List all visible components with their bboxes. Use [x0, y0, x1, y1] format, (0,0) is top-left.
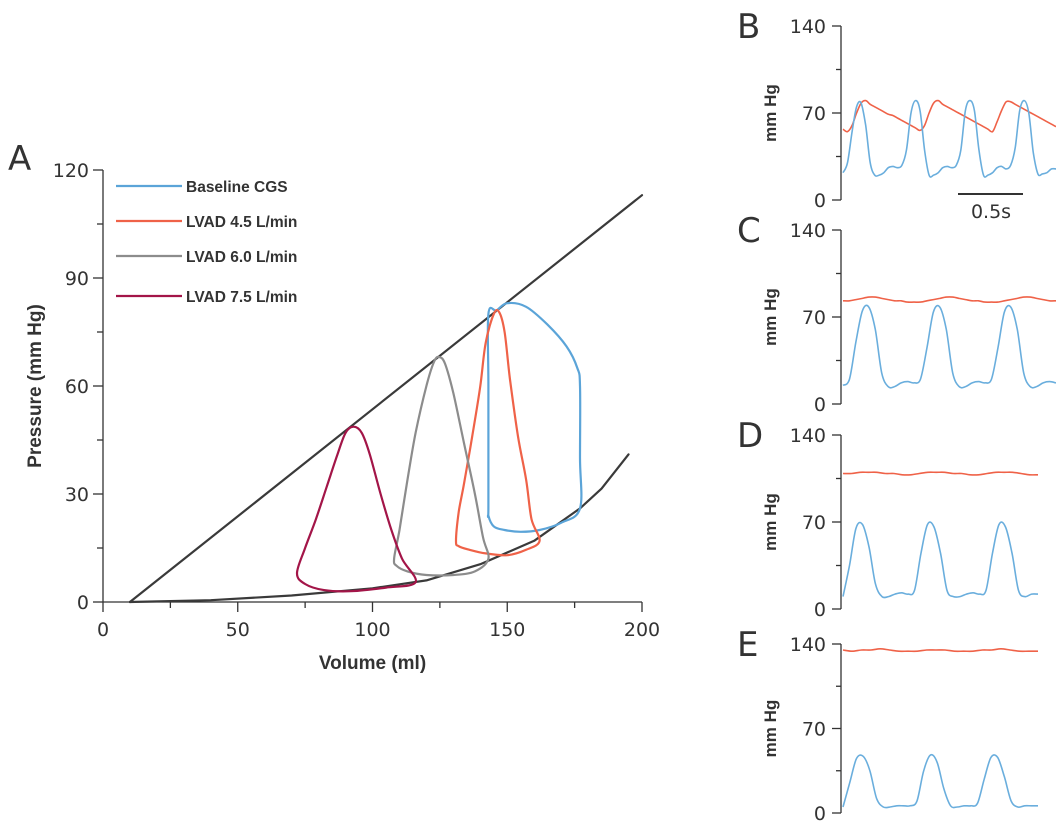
edpvr-curve	[128, 453, 630, 604]
a-x-tick-label: 200	[624, 619, 660, 641]
panel-a-letter: A	[8, 139, 31, 179]
c-y-tick-label: 70	[802, 307, 826, 329]
legend-lvad-6-0-label: LVAD 6.0 L/min	[186, 249, 297, 266]
e-y-tick-label: 140	[790, 634, 826, 656]
b-aortic-trace	[842, 99, 1056, 133]
a-x-axis-title: Volume (ml)	[319, 653, 426, 674]
c-y-axis-title: mm Hg	[761, 288, 780, 346]
lvad-6-0-loop	[392, 355, 490, 577]
c-lv-trace	[842, 304, 1056, 389]
panel-d-letter: D	[737, 416, 763, 456]
time-scale-label: 0.5s	[971, 201, 1011, 223]
d-y-tick-label: 0	[814, 599, 826, 621]
espvr-line	[128, 194, 644, 604]
a-y-tick-label: 0	[77, 592, 89, 614]
d-y-tick-label: 70	[802, 512, 826, 534]
legend-baseline-cgs-label: Baseline CGS	[186, 179, 288, 196]
c-y-tick-label: 140	[790, 220, 826, 242]
b-y-tick-label: 140	[790, 16, 826, 38]
c-y-tick-label: 0	[814, 394, 826, 416]
legend-lvad-7-5-label: LVAD 7.5 L/min	[186, 289, 297, 306]
a-y-tick-label: 60	[65, 376, 89, 398]
b-y-tick-label: 0	[814, 190, 826, 212]
b-y-axis-title: mm Hg	[761, 84, 780, 142]
d-y-axis-title: mm Hg	[761, 493, 780, 551]
a-x-tick-label: 0	[97, 619, 109, 641]
c-aortic-trace	[842, 296, 1056, 303]
d-aortic-trace	[842, 471, 1039, 476]
lvad-7-5-loop	[295, 425, 418, 593]
baseline-cgs-loop	[486, 301, 583, 533]
legend-lvad-4-5-label: LVAD 4.5 L/min	[186, 214, 297, 231]
a-x-tick-label: 150	[489, 619, 525, 641]
e-aortic-trace	[842, 648, 1038, 653]
e-y-tick-label: 0	[814, 803, 826, 822]
lvad-4-5-loop	[454, 308, 541, 557]
a-y-axis-title: Pressure (mm Hg)	[25, 304, 46, 468]
a-x-tick-label: 100	[354, 619, 390, 641]
panel-e-letter: E	[737, 625, 758, 665]
a-y-tick-label: 30	[65, 484, 89, 506]
e-y-tick-label: 70	[802, 719, 826, 741]
e-lv-trace	[842, 753, 1039, 809]
a-x-tick-label: 50	[226, 619, 250, 641]
a-y-tick-label: 120	[53, 160, 89, 182]
panel-b-letter: B	[737, 7, 760, 47]
a-y-tick-label: 90	[65, 268, 89, 290]
d-lv-trace	[842, 521, 1039, 599]
b-y-tick-label: 70	[802, 103, 826, 125]
panel-c-letter: C	[737, 211, 761, 251]
d-y-tick-label: 140	[790, 425, 826, 447]
e-y-axis-title: mm Hg	[761, 700, 780, 758]
b-lv-trace	[842, 99, 1056, 178]
